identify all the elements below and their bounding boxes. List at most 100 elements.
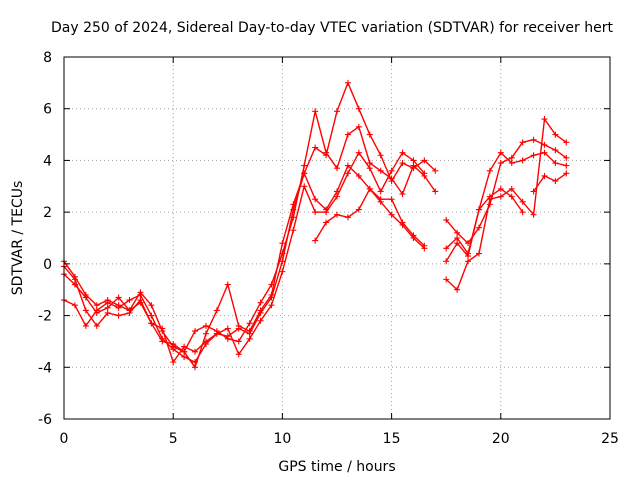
data-point xyxy=(410,157,417,164)
data-point xyxy=(344,170,351,177)
data-point xyxy=(312,237,319,244)
data-point xyxy=(388,196,395,203)
data-point xyxy=(508,193,515,200)
data-point xyxy=(192,348,199,355)
data-point xyxy=(344,162,351,169)
data-point xyxy=(192,364,199,371)
data-point xyxy=(268,294,275,301)
data-point xyxy=(301,170,308,177)
data-point xyxy=(443,276,450,283)
series-line xyxy=(314,188,425,249)
data-point xyxy=(443,258,450,265)
data-point xyxy=(71,276,78,283)
data-point xyxy=(399,222,406,229)
data-point xyxy=(552,147,559,154)
data-point xyxy=(323,152,330,159)
data-point xyxy=(454,240,461,247)
series-track-3 xyxy=(61,162,428,371)
series-track-6 xyxy=(443,136,570,247)
data-point xyxy=(148,312,155,319)
data-series-group xyxy=(61,79,570,371)
x-tick-label: 25 xyxy=(601,431,619,447)
data-point xyxy=(235,325,242,332)
y-tick-label: -4 xyxy=(38,360,52,376)
data-point xyxy=(181,353,188,360)
data-point xyxy=(399,191,406,198)
x-tick-labels: 0 5 10 15 20 25 xyxy=(60,431,619,447)
series-line xyxy=(445,139,567,244)
data-point xyxy=(104,309,111,316)
data-point xyxy=(213,330,220,337)
data-point xyxy=(137,291,144,298)
data-point xyxy=(377,152,384,159)
data-point xyxy=(519,209,526,216)
data-point xyxy=(421,157,428,164)
data-point xyxy=(541,172,548,179)
data-point xyxy=(312,144,319,151)
data-point xyxy=(497,160,504,167)
data-point xyxy=(355,206,362,213)
data-point xyxy=(290,206,297,213)
y-tick-label: -2 xyxy=(38,309,52,325)
data-point xyxy=(563,139,570,146)
series-track-10 xyxy=(530,170,570,195)
data-point xyxy=(410,235,417,241)
data-point xyxy=(235,338,242,345)
data-point xyxy=(159,325,166,332)
y-tick-label: 8 xyxy=(43,50,52,66)
data-point xyxy=(93,302,100,309)
data-point xyxy=(246,330,253,337)
data-point xyxy=(224,325,231,332)
data-point xyxy=(170,341,177,348)
series-line xyxy=(63,82,436,363)
data-point xyxy=(552,160,559,167)
series-line xyxy=(445,188,524,262)
data-point xyxy=(497,149,504,156)
series-track-1 xyxy=(61,108,439,355)
y-axis-title: SDTVAR / TECUs xyxy=(10,181,26,296)
data-point xyxy=(497,193,504,200)
data-point xyxy=(432,167,439,174)
series-line xyxy=(63,164,425,368)
data-point xyxy=(355,149,362,156)
y-tick-label: 2 xyxy=(43,205,52,221)
data-point xyxy=(530,152,537,159)
data-point xyxy=(563,162,570,169)
data-point xyxy=(355,123,362,130)
data-point xyxy=(443,245,450,252)
data-point xyxy=(388,211,395,218)
data-point xyxy=(126,297,133,304)
series-track-5 xyxy=(312,185,428,252)
series-line xyxy=(445,152,567,255)
data-point xyxy=(279,240,286,247)
data-point xyxy=(323,219,330,226)
data-point xyxy=(213,307,220,314)
x-tick-label: 5 xyxy=(169,431,178,447)
data-point xyxy=(246,335,253,342)
data-point xyxy=(224,333,231,340)
data-point xyxy=(410,165,417,172)
data-point xyxy=(366,160,373,167)
chart-title: Day 250 of 2024, Sidereal Day-to-day VTE… xyxy=(51,20,613,36)
data-point xyxy=(421,170,428,177)
data-point xyxy=(508,185,515,192)
data-point xyxy=(454,229,461,236)
plot-frame xyxy=(63,56,611,420)
data-point xyxy=(399,160,406,167)
data-point xyxy=(257,299,264,306)
data-point xyxy=(104,304,111,311)
data-point xyxy=(388,178,395,185)
data-point xyxy=(563,154,570,161)
data-point xyxy=(115,312,122,319)
x-tick-label: 20 xyxy=(492,431,510,447)
data-point xyxy=(235,351,242,358)
data-point xyxy=(541,149,548,156)
series-track-4 xyxy=(61,79,439,366)
data-point xyxy=(93,309,100,316)
data-point xyxy=(475,224,482,231)
data-point xyxy=(224,281,231,288)
data-point xyxy=(519,198,526,205)
data-point xyxy=(301,183,308,190)
data-point xyxy=(334,165,340,172)
series-track-7 xyxy=(443,149,570,257)
